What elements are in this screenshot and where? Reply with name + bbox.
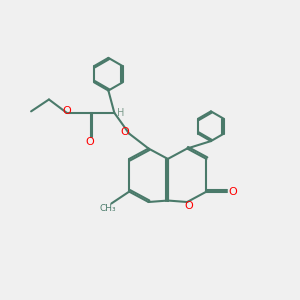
Text: O: O [62, 106, 71, 116]
Text: O: O [184, 202, 193, 212]
Text: O: O [229, 187, 238, 196]
Text: CH₃: CH₃ [100, 204, 116, 213]
Text: O: O [85, 137, 94, 147]
Text: H: H [117, 108, 124, 118]
Text: O: O [120, 127, 129, 137]
